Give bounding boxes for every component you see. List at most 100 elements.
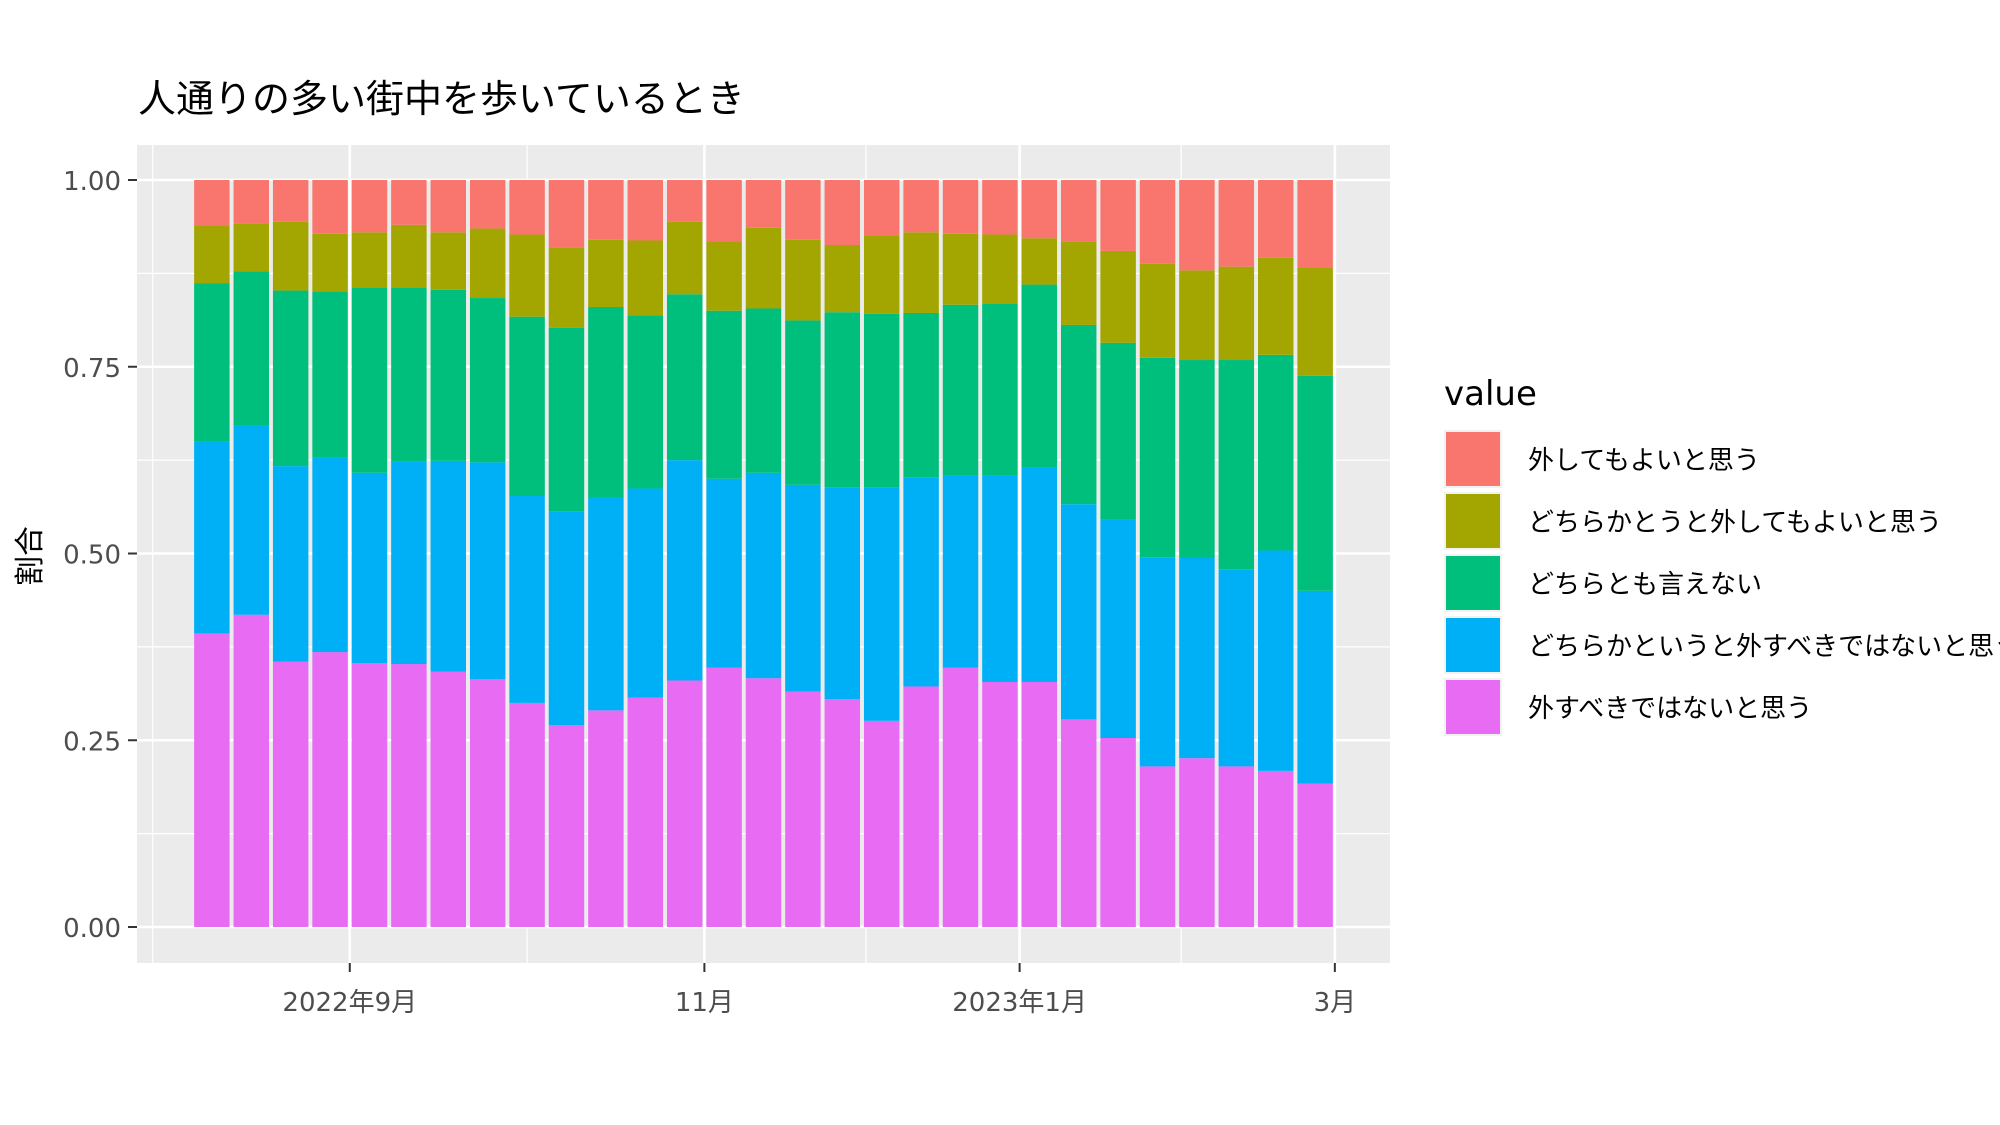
bar-segment-5-21: [982, 180, 1018, 235]
bar-segment-2-22: [1021, 467, 1058, 682]
bar-segment-4-24: [1100, 250, 1136, 343]
bar-segment-5-11: [588, 180, 624, 240]
bar-segment-2-29: [1297, 590, 1333, 784]
bar-segment-2-25: [1139, 557, 1176, 767]
bar-segment-3-8: [469, 298, 506, 463]
bar-segment-2-8: [469, 462, 506, 679]
bar-segment-3-21: [982, 303, 1018, 476]
bar-segment-4-8: [469, 228, 506, 299]
bar-segment-3-16: [785, 320, 821, 485]
bar-segment-3-5: [351, 287, 388, 473]
plot-panel: [137, 145, 1390, 963]
bar-segment-3-15: [745, 308, 782, 473]
bar-segment-4-16: [785, 239, 821, 321]
bar-segment-3-24: [1100, 342, 1136, 520]
bar-segment-1-4: [312, 652, 348, 927]
legend-swatch: [1446, 556, 1500, 610]
bar-segment-4-20: [942, 233, 979, 305]
bar-segment-3-14: [706, 310, 742, 479]
bar-segment-1-23: [1060, 719, 1097, 927]
bar-segment-5-7: [430, 180, 467, 233]
bar-segment-2-16: [785, 484, 821, 692]
x-tick-label: 11月: [675, 988, 734, 1018]
bar-segment-1-3: [272, 661, 309, 927]
bar-segment-4-13: [666, 221, 703, 295]
bar-segment-5-14: [706, 180, 742, 243]
y-axis: 0.00 0.25 0.50 0.75 1.00: [63, 167, 137, 944]
bar-segment-2-4: [312, 457, 348, 653]
bar-segment-2-1: [194, 441, 230, 634]
bar-segment-3-27: [1218, 360, 1255, 570]
y-tick-label: 0.50: [63, 541, 121, 571]
bar-segment-1-6: [391, 664, 427, 927]
bar-segment-4-9: [509, 234, 545, 317]
y-tick-label: 0.25: [63, 727, 121, 757]
bar-segment-2-28: [1258, 550, 1294, 771]
bar-segment-5-4: [312, 180, 348, 234]
bar-segment-4-12: [627, 240, 664, 316]
bar-segment-4-1: [194, 225, 230, 284]
y-axis-title: 割合: [13, 526, 48, 586]
bar-segment-3-7: [430, 289, 467, 461]
bar-segment-1-14: [706, 667, 742, 927]
legend-label: 外してもよいと思う: [1528, 446, 1760, 476]
bar-segment-5-10: [548, 180, 585, 248]
bar-segment-5-26: [1179, 180, 1215, 271]
legend-label: どちらとも言えない: [1528, 570, 1762, 600]
bar-segment-1-29: [1297, 783, 1333, 927]
bar-segment-2-17: [824, 487, 861, 700]
y-tick-label: 0.75: [63, 354, 121, 384]
bar-segment-4-29: [1297, 267, 1333, 376]
bar-segment-2-6: [391, 461, 427, 665]
legend: value 外してもよいと思うどちらかとうと外してもよいと思うどちらとも言えないど…: [1444, 374, 2000, 736]
bar-segment-4-3: [272, 221, 309, 291]
bar-segment-3-29: [1297, 375, 1333, 591]
legend-swatch: [1446, 618, 1500, 672]
bar-segment-5-23: [1060, 180, 1097, 242]
bar-segment-2-11: [588, 497, 624, 711]
bar-segment-1-25: [1139, 766, 1176, 927]
bar-segment-2-19: [903, 477, 939, 687]
chart-title: 人通りの多い街中を歩いているとき: [138, 77, 745, 121]
bar-segment-1-5: [351, 663, 388, 927]
bar-segment-3-28: [1258, 354, 1294, 551]
bar-segment-1-12: [627, 697, 664, 927]
bar-segment-3-6: [391, 287, 427, 462]
bar-segment-1-20: [942, 667, 979, 927]
x-tick-label: 3月: [1314, 988, 1357, 1018]
bar-segment-3-12: [627, 315, 664, 489]
bar-segment-2-13: [666, 460, 703, 681]
bar-segment-5-6: [391, 180, 427, 225]
bar-segment-4-27: [1218, 266, 1255, 361]
y-tick-label: 1.00: [63, 167, 121, 197]
bar-segment-5-24: [1100, 180, 1136, 251]
bar-segment-5-8: [469, 180, 506, 229]
bar-segment-5-22: [1021, 180, 1058, 239]
bar-segment-4-28: [1258, 257, 1294, 355]
bar-segment-3-17: [824, 312, 861, 488]
legend-label: どちらかとうと外してもよいと思う: [1528, 508, 1942, 538]
bar-segment-1-16: [785, 691, 821, 927]
bar-segment-4-17: [824, 244, 861, 313]
bar-segment-3-13: [666, 294, 703, 461]
legend-swatch: [1446, 432, 1500, 486]
bar-segment-4-11: [588, 239, 624, 307]
bar-segment-1-7: [430, 671, 467, 927]
bar-segment-5-29: [1297, 180, 1333, 268]
bar-segment-5-19: [903, 180, 939, 233]
bar-segment-2-10: [548, 511, 585, 726]
bar-segment-5-2: [233, 180, 269, 224]
bar-segment-3-26: [1179, 360, 1215, 558]
bar-segment-1-28: [1258, 770, 1294, 927]
bar-segment-3-1: [194, 283, 230, 442]
bar-segment-2-24: [1100, 519, 1136, 739]
bar-segment-1-17: [824, 699, 861, 927]
bar-segment-4-22: [1021, 238, 1058, 285]
bar-segment-2-27: [1218, 569, 1255, 767]
bar-segment-4-25: [1139, 263, 1176, 358]
bar-segment-4-7: [430, 232, 467, 290]
bar-segment-5-1: [194, 180, 230, 226]
legend-title: value: [1444, 374, 1537, 414]
bar-segment-2-3: [272, 466, 309, 662]
bar-segment-1-24: [1100, 738, 1136, 927]
